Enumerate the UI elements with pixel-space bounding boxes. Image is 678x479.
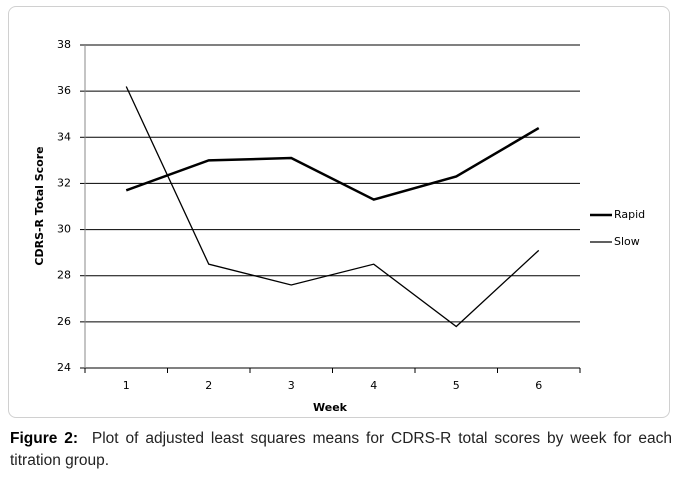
legend-label: Slow	[614, 235, 640, 248]
series-line	[125, 126, 540, 201]
x-tick-label: 6	[535, 379, 542, 392]
y-tick-label: 26	[57, 315, 71, 328]
x-tick-label: 4	[370, 379, 377, 392]
caption-label: Figure 2:	[10, 430, 79, 447]
x-axis-label: Week	[313, 401, 348, 414]
chart: Week CDRS-R Total Score 2426283032343638…	[33, 38, 645, 414]
x-tick-label: 3	[288, 379, 295, 392]
y-axis-label: CDRS-R Total Score	[33, 146, 46, 265]
chart-frame	[8, 6, 670, 418]
x-tick-label: 2	[205, 379, 212, 392]
x-tick-label: 1	[123, 379, 130, 392]
caption: Figure 2: Plot of adjusted least squares…	[10, 428, 672, 472]
y-tick-label: 24	[57, 361, 71, 374]
x-tick-label: 5	[453, 379, 460, 392]
y-tick-label: 32	[57, 176, 71, 189]
y-tick-label: 34	[57, 130, 71, 143]
series-line	[125, 86, 540, 328]
y-tick-label: 38	[57, 38, 71, 51]
legend-label: Rapid	[614, 208, 645, 221]
y-tick-label: 30	[57, 223, 71, 236]
y-tick-label: 28	[57, 269, 71, 282]
y-tick-label: 36	[57, 84, 71, 97]
caption-text: Plot of adjusted least squares means for…	[10, 430, 672, 469]
